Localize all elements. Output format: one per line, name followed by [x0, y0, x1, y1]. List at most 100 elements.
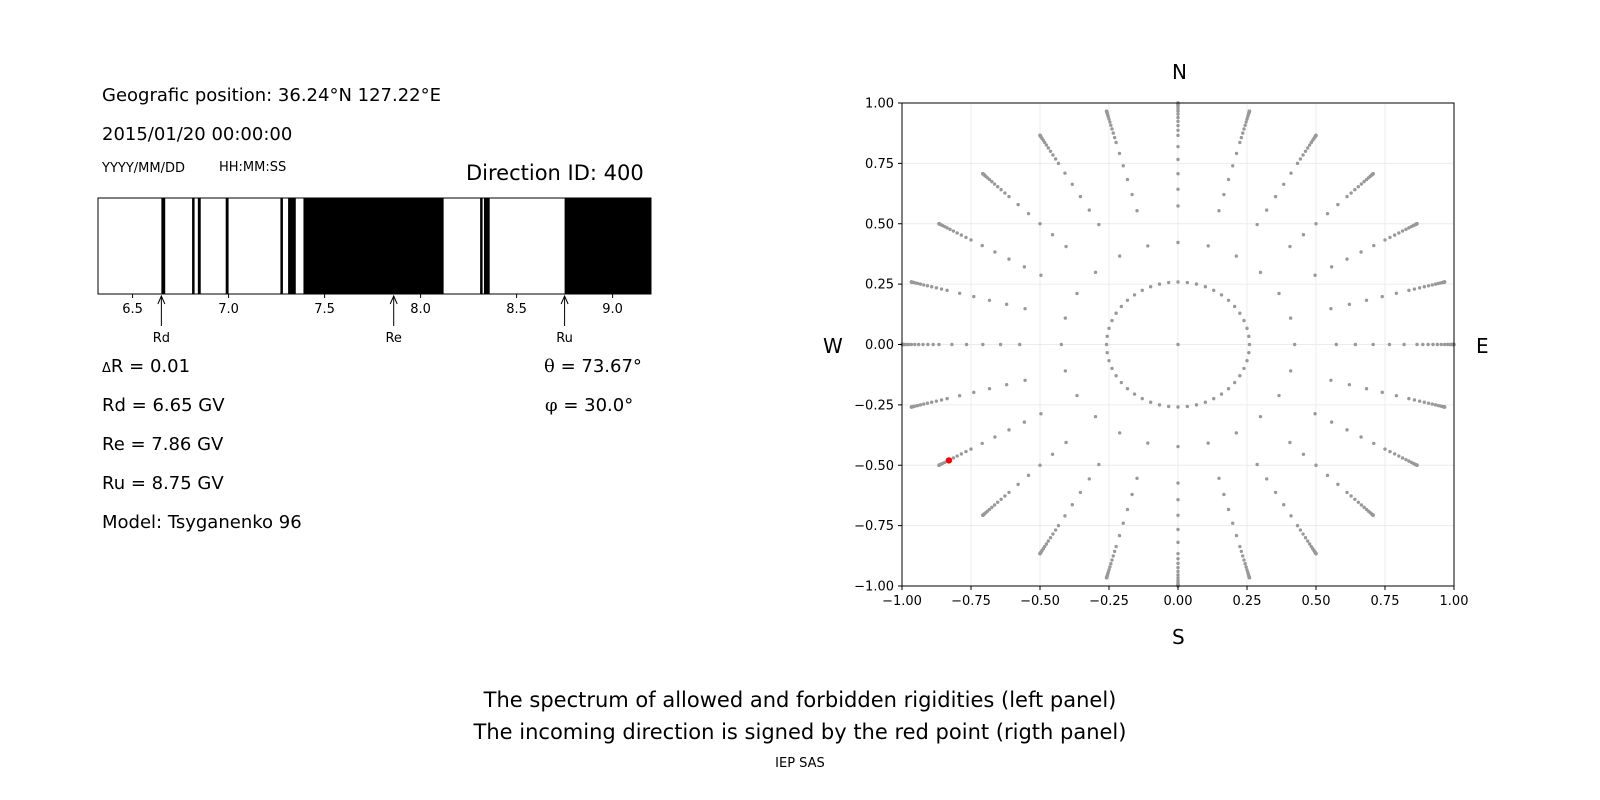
spectrum-frame: [97, 197, 652, 295]
marker-label: Ru: [556, 331, 573, 346]
direction-point: [1314, 551, 1318, 556]
direction-point: [1063, 514, 1067, 518]
direction-point: [993, 435, 997, 439]
direction-point: [1119, 304, 1124, 309]
direction-point: [1242, 366, 1246, 371]
direction-point: [1329, 265, 1334, 269]
direction-point: [1176, 444, 1180, 449]
direction-point: [1301, 233, 1306, 237]
direction-point: [1114, 544, 1118, 549]
direction-point: [1349, 494, 1353, 498]
direction-point: [1140, 288, 1144, 293]
direction-point: [1244, 565, 1248, 569]
direction-point: [1273, 194, 1278, 199]
direction-point: [1222, 192, 1226, 197]
direction-point: [1239, 135, 1244, 140]
direction-point: [1442, 342, 1447, 347]
direction-point: [1372, 441, 1376, 446]
direction-point: [1176, 557, 1180, 561]
direction-point: [1415, 222, 1419, 226]
direction-point: [964, 449, 968, 454]
direction-point: [1130, 192, 1134, 197]
direction-point: [1244, 120, 1248, 124]
direction-point: [1421, 342, 1425, 347]
direction-point: [1132, 293, 1137, 297]
direction-point: [918, 282, 923, 286]
direction-point: [1053, 528, 1058, 532]
direction-point: [1135, 476, 1139, 480]
direction-point: [1108, 120, 1112, 124]
direction-point: [1063, 316, 1068, 320]
direction-point: [1104, 342, 1109, 347]
direction-point: [1148, 400, 1153, 404]
caption-line-1: The spectrum of allowed and forbidden ri…: [483, 688, 1117, 712]
direction-point: [1056, 161, 1061, 166]
direction-point: [1288, 316, 1293, 320]
direction-point: [1345, 257, 1349, 261]
direction-point: [1329, 306, 1333, 311]
direction-point: [1232, 380, 1237, 385]
direction-point: [1194, 403, 1199, 407]
direction-point: [1241, 131, 1245, 135]
direction-point: [945, 396, 949, 401]
direction-point: [1400, 456, 1405, 460]
direction-point: [1206, 441, 1210, 445]
direction-point: [1392, 452, 1397, 456]
theta-symbol: θ: [544, 356, 555, 377]
direction-point: [922, 283, 926, 287]
spectrum-x-tick-label: 9.0: [602, 302, 623, 317]
direction-point: [1176, 342, 1180, 347]
direction-point: [1140, 396, 1144, 401]
forbidden-band: [161, 198, 166, 294]
forbidden-band: [483, 198, 490, 294]
direction-point: [1397, 231, 1401, 235]
direction-point: [1430, 402, 1434, 406]
direction-point: [1325, 211, 1330, 216]
direction-point: [959, 452, 964, 456]
direction-point: [937, 463, 941, 467]
direction-point: [1004, 302, 1009, 307]
model-name: Model: Tsyganenko 96: [102, 512, 302, 533]
direction-point: [1426, 401, 1431, 405]
direction-point: [1289, 514, 1293, 518]
direction-point: [1130, 492, 1134, 497]
direction-point: [1231, 521, 1235, 525]
direction-point: [1107, 358, 1111, 363]
direction-point: [1388, 449, 1392, 454]
direction-point: [1417, 286, 1422, 290]
direction-point: [1313, 412, 1317, 416]
direction-point: [1241, 554, 1245, 558]
direction-point: [1307, 542, 1312, 546]
direction-point: [990, 505, 994, 510]
direction-point: [1026, 473, 1031, 478]
direction-point: [1125, 386, 1130, 391]
direction-point: [1038, 463, 1042, 467]
direction-point: [1023, 306, 1027, 311]
direction-point: [1148, 285, 1153, 289]
direction-point: [1226, 298, 1231, 303]
y-tick-label: 0.25: [865, 278, 894, 293]
direction-point: [1380, 390, 1384, 395]
marker-label: Re: [385, 331, 401, 346]
direction-point: [1176, 498, 1180, 502]
direction-point: [955, 231, 959, 235]
direction-point: [1314, 133, 1318, 138]
direction-point: [1105, 334, 1109, 339]
direction-point: [909, 280, 914, 284]
direction-point: [1104, 109, 1109, 113]
direction-point: [1288, 440, 1292, 445]
direction-point: [1046, 539, 1051, 543]
direction-point: [1288, 369, 1293, 373]
direction-point: [951, 456, 956, 460]
direction-point: [1064, 244, 1068, 249]
direction-point: [1442, 405, 1447, 409]
direction-point: [909, 405, 914, 409]
direction-point: [1313, 273, 1317, 277]
direction-point: [1111, 131, 1115, 135]
y-tick-label: −0.50: [854, 459, 894, 474]
direction-point: [995, 500, 1000, 504]
direction-point: [1146, 244, 1150, 248]
direction-point: [1110, 366, 1114, 371]
direction-point: [1426, 342, 1430, 347]
direction-point: [1226, 177, 1231, 182]
